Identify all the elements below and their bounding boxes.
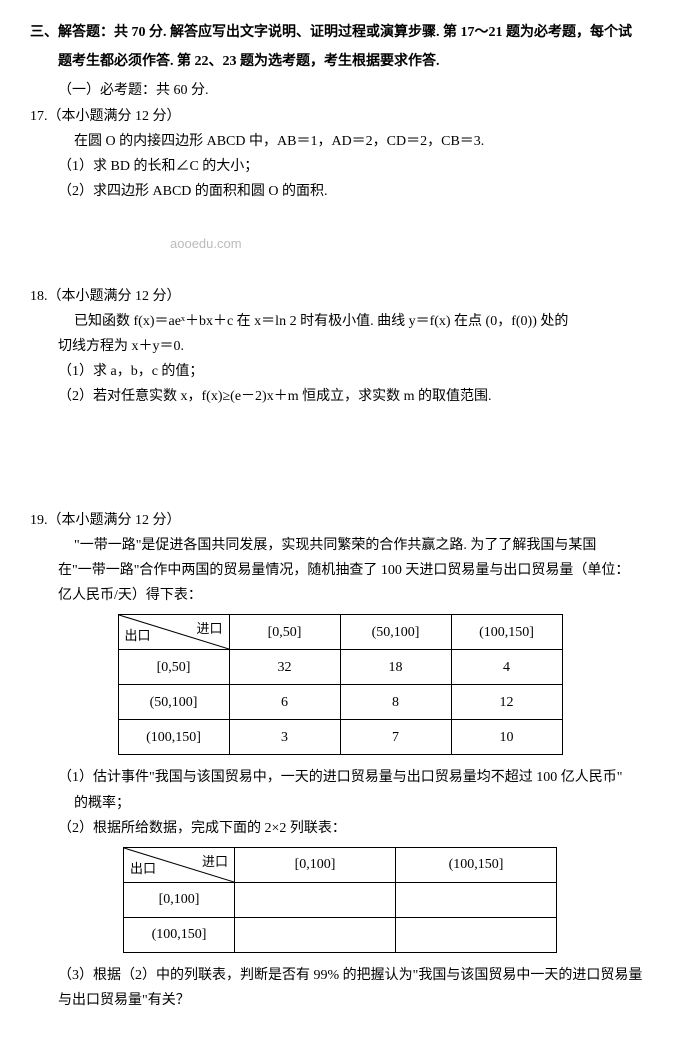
table1-r1c1: 8 [340, 685, 451, 720]
q18-line2: （1）求 a，b，c 的值； [58, 359, 650, 384]
table1-r2c0: 3 [229, 720, 340, 755]
section-title-line1: 三、解答题：共 70 分. 解答应写出文字说明、证明过程或演算步骤. 第 17～… [30, 20, 650, 45]
table2-r0c1 [396, 882, 557, 917]
table1-diag-header: 进口 出口 [118, 615, 229, 650]
q19-intro-c: 亿人民币/天）得下表： [58, 583, 650, 608]
q19-head: 19.（本小题满分 12 分） [30, 508, 650, 533]
q19-table2: 进口 出口 [0,100] (100,150] [0,100] (100,150… [123, 847, 557, 953]
q19-p1a: （1）估计事件"我国与该国贸易中，一天的进口贸易量与出口贸易量均不超过 100 … [58, 765, 650, 790]
table1-col0: [0,50] [229, 615, 340, 650]
q19-table1: 进口 出口 [0,50] (50,100] (100,150] [0,50] 3… [118, 614, 563, 755]
table1-row2-label: (100,150] [118, 720, 229, 755]
table2-row0-label: [0,100] [124, 882, 235, 917]
table1-r2c2: 10 [451, 720, 562, 755]
watermark-text: aooedu.com [170, 232, 650, 255]
q18-head: 18.（本小题满分 12 分） [30, 284, 650, 309]
table1-row1-label: (50,100] [118, 685, 229, 720]
q17-line3: （2）求四边形 ABCD 的面积和圆 O 的面积. [58, 179, 650, 204]
table2-diag-bot: 出口 [130, 857, 156, 880]
table1-diag-bot: 出口 [125, 624, 151, 647]
table2-col0: [0,100] [235, 847, 396, 882]
q17-line1: 在圆 O 的内接四边形 ABCD 中，AB＝1，AD＝2，CD＝2，CB＝3. [74, 129, 650, 154]
table1-diag-top: 进口 [196, 617, 222, 640]
q19-intro-a: "一带一路"是促进各国共同发展，实现共同繁荣的合作共赢之路. 为了了解我国与某国 [74, 533, 650, 558]
table1-r1c0: 6 [229, 685, 340, 720]
q18-line1a: 已知函数 f(x)＝aeˣ＋bx＋c 在 x＝ln 2 时有极小值. 曲线 y＝… [74, 309, 650, 334]
q17-head: 17.（本小题满分 12 分） [30, 104, 650, 129]
question-19: 19.（本小题满分 12 分） "一带一路"是促进各国共同发展，实现共同繁荣的合… [30, 508, 650, 1014]
q19-intro-b: 在"一带一路"合作中两国的贸易量情况，随机抽查了 100 天进口贸易量与出口贸易… [58, 558, 650, 583]
spacer [30, 418, 650, 508]
table1-r0c2: 4 [451, 650, 562, 685]
table1-r1c2: 12 [451, 685, 562, 720]
table1-r2c1: 7 [340, 720, 451, 755]
table1-row0-label: [0,50] [118, 650, 229, 685]
table2-diag-top: 进口 [202, 850, 228, 873]
question-18: 18.（本小题满分 12 分） 已知函数 f(x)＝aeˣ＋bx＋c 在 x＝l… [30, 284, 650, 410]
question-17: 17.（本小题满分 12 分） 在圆 O 的内接四边形 ABCD 中，AB＝1，… [30, 104, 650, 205]
table1-col2: (100,150] [451, 615, 562, 650]
q19-p3b: 与出口贸易量"有关？ [58, 988, 650, 1013]
table2-r0c0 [235, 882, 396, 917]
q19-p3a: （3）根据（2）中的列联表，判断是否有 99% 的把握认为"我国与该国贸易中一天… [58, 963, 650, 988]
section-title-line2: 题考生都必须作答. 第 22、23 题为选考题，考生根据要求作答. [58, 49, 650, 74]
q19-p2: （2）根据所给数据，完成下面的 2×2 列联表： [58, 816, 650, 841]
q17-line2: （1）求 BD 的长和∠C 的大小； [58, 154, 650, 179]
section-heading: 三、解答题：共 70 分. 解答应写出文字说明、证明过程或演算步骤. 第 17～… [30, 20, 650, 104]
table1-r0c0: 32 [229, 650, 340, 685]
table1-r0c1: 18 [340, 650, 451, 685]
q18-line3: （2）若对任意实数 x，f(x)≥(e－2)x＋m 恒成立，求实数 m 的取值范… [58, 384, 650, 409]
table2-col1: (100,150] [396, 847, 557, 882]
table2-diag-header: 进口 出口 [124, 847, 235, 882]
table1-col1: (50,100] [340, 615, 451, 650]
q19-p1b: 的概率； [74, 791, 650, 816]
section-sub: （一）必考题：共 60 分. [58, 78, 650, 103]
q18-line1b: 切线方程为 x＋y＝0. [58, 334, 650, 359]
